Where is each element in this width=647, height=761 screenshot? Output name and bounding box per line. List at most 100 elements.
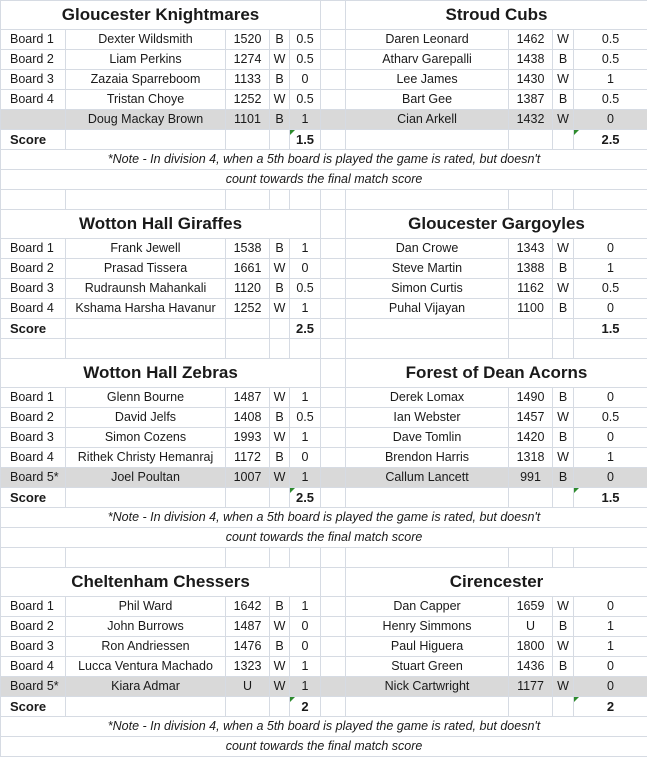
away-player-colour[interactable]: W (552, 278, 575, 299)
score-label[interactable]: Score (0, 696, 66, 717)
away-total-score[interactable]: 2 (573, 696, 647, 717)
home-player-name[interactable]: Simon Cozens (65, 427, 226, 448)
away-player-colour[interactable]: W (552, 29, 575, 50)
board-label[interactable] (0, 109, 66, 130)
home-player-colour[interactable]: W (269, 387, 290, 408)
home-player-colour[interactable]: W (269, 89, 290, 110)
empty-cell[interactable] (320, 636, 347, 657)
away-player-result[interactable]: 1 (573, 69, 647, 90)
away-player-rating[interactable]: 1438 (508, 49, 554, 70)
home-player-colour[interactable]: W (269, 49, 290, 70)
empty-cell[interactable] (320, 109, 347, 130)
away-player-rating[interactable]: 1318 (508, 447, 554, 468)
away-player-colour[interactable]: B (552, 616, 575, 637)
away-player-result[interactable]: 0 (573, 467, 647, 488)
empty-cell[interactable] (552, 547, 575, 568)
away-total-score[interactable]: 1.5 (573, 487, 647, 508)
away-player-rating[interactable]: 991 (508, 467, 554, 488)
empty-cell[interactable] (288, 189, 322, 210)
empty-cell[interactable] (225, 547, 270, 568)
empty-cell[interactable] (65, 129, 226, 150)
empty-cell[interactable] (320, 298, 347, 319)
away-total-score[interactable]: 2.5 (573, 129, 647, 150)
empty-cell[interactable] (320, 238, 347, 259)
empty-cell[interactable] (345, 487, 510, 508)
home-player-rating[interactable]: 1487 (225, 387, 270, 408)
home-player-name[interactable]: Lucca Ventura Machado (65, 656, 226, 677)
away-player-result[interactable]: 0 (573, 387, 647, 408)
empty-cell[interactable] (65, 696, 226, 717)
home-player-name[interactable]: John Burrows (65, 616, 226, 637)
board-label[interactable]: Board 1 (0, 238, 66, 259)
board-label[interactable]: Board 4 (0, 89, 66, 110)
empty-cell[interactable] (320, 318, 347, 339)
empty-cell[interactable] (345, 318, 510, 339)
home-player-rating[interactable]: 1274 (225, 49, 270, 70)
home-player-colour[interactable]: B (269, 636, 290, 657)
away-player-rating[interactable]: 1432 (508, 109, 554, 130)
home-team-name[interactable]: Wotton Hall Zebras (0, 358, 322, 388)
home-total-score[interactable]: 1.5 (288, 129, 322, 150)
home-player-colour[interactable]: B (269, 29, 290, 50)
away-team-name[interactable]: Cirencester (345, 567, 647, 597)
away-player-name[interactable]: Paul Higuera (345, 636, 510, 657)
away-player-name[interactable]: Dan Capper (345, 596, 510, 617)
home-player-colour[interactable]: B (269, 69, 290, 90)
empty-cell[interactable] (225, 338, 270, 359)
home-player-colour[interactable]: W (269, 616, 290, 637)
empty-cell[interactable] (345, 547, 510, 568)
home-player-colour[interactable]: W (269, 467, 290, 488)
empty-cell[interactable] (269, 129, 290, 150)
empty-cell[interactable] (320, 189, 347, 210)
home-player-result[interactable]: 1 (288, 596, 322, 617)
home-player-result[interactable]: 1 (288, 387, 322, 408)
away-player-name[interactable]: Simon Curtis (345, 278, 510, 299)
away-player-name[interactable]: Nick Cartwright (345, 676, 510, 697)
empty-cell[interactable] (269, 189, 290, 210)
empty-cell[interactable] (225, 487, 270, 508)
board-label[interactable]: Board 2 (0, 49, 66, 70)
home-player-colour[interactable]: B (269, 278, 290, 299)
empty-cell[interactable] (345, 189, 510, 210)
home-player-result[interactable]: 0.5 (288, 407, 322, 428)
empty-cell[interactable] (345, 338, 510, 359)
home-player-name[interactable]: Liam Perkins (65, 49, 226, 70)
board-label[interactable]: Board 4 (0, 298, 66, 319)
away-player-name[interactable]: Dan Crowe (345, 238, 510, 259)
board-label[interactable]: Board 1 (0, 596, 66, 617)
home-player-rating[interactable]: 1323 (225, 656, 270, 677)
home-player-colour[interactable]: W (269, 258, 290, 279)
away-player-colour[interactable]: B (552, 49, 575, 70)
board-label[interactable]: Board 3 (0, 636, 66, 657)
empty-cell[interactable] (320, 338, 347, 359)
away-player-colour[interactable]: B (552, 427, 575, 448)
away-player-rating[interactable]: 1430 (508, 69, 554, 90)
home-team-name[interactable]: Wotton Hall Giraffes (0, 209, 322, 239)
away-player-rating[interactable]: 1420 (508, 427, 554, 448)
home-player-rating[interactable]: 1538 (225, 238, 270, 259)
empty-cell[interactable] (552, 318, 575, 339)
away-player-rating[interactable]: 1659 (508, 596, 554, 617)
home-player-name[interactable]: Doug Mackay Brown (65, 109, 226, 130)
home-player-colour[interactable]: B (269, 109, 290, 130)
away-player-rating[interactable]: 1177 (508, 676, 554, 697)
away-player-result[interactable]: 0 (573, 298, 647, 319)
home-player-result[interactable]: 0 (288, 616, 322, 637)
away-player-result[interactable]: 0.5 (573, 89, 647, 110)
home-player-rating[interactable]: 1993 (225, 427, 270, 448)
empty-cell[interactable] (225, 318, 270, 339)
home-player-result[interactable]: 0 (288, 447, 322, 468)
away-player-result[interactable]: 0.5 (573, 407, 647, 428)
away-player-name[interactable]: Daren Leonard (345, 29, 510, 50)
away-player-name[interactable]: Lee James (345, 69, 510, 90)
away-team-name[interactable]: Stroud Cubs (345, 0, 647, 30)
home-player-colour[interactable]: B (269, 407, 290, 428)
empty-cell[interactable] (269, 696, 290, 717)
home-player-result[interactable]: 0 (288, 636, 322, 657)
away-player-result[interactable]: 1 (573, 616, 647, 637)
away-player-rating[interactable]: 1800 (508, 636, 554, 657)
board-label[interactable]: Board 5* (0, 467, 66, 488)
away-player-result[interactable]: 0 (573, 238, 647, 259)
away-player-name[interactable]: Henry Simmons (345, 616, 510, 637)
empty-cell[interactable] (345, 129, 510, 150)
